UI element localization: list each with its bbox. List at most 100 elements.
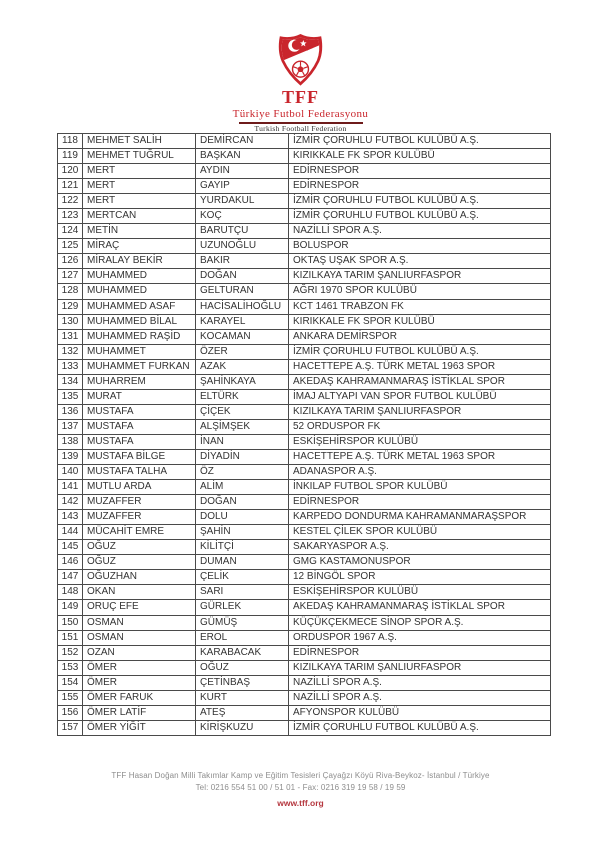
cell-last-name: DİYADİN (195, 448, 289, 466)
cell-last-name: AZAK (195, 358, 289, 375)
cell-number: 151 (57, 629, 83, 646)
cell-club: KIRIKKALE FK SPOR KULÜBÜ (288, 313, 551, 330)
table-row: 127 MUHAMMED DOĞAN KIZILKAYA TARIM ŞANLIURF… (57, 268, 551, 285)
table-row: 137 MUSTAFA ALŞİMŞEK 52 ORDUSPOR FK (57, 418, 551, 435)
tff-header: 1923 TFF Türkiye Futbol Federasyonu Turk… (0, 33, 601, 133)
cell-last-name: ALİM (195, 479, 289, 496)
cell-first-name: OZAN (82, 644, 196, 661)
cell-last-name: DEMİRCAN (195, 132, 289, 150)
cell-first-name: MUTLU ARDA (82, 479, 196, 496)
cell-first-name: OSMAN (82, 614, 196, 631)
cell-last-name: HACİSALİHOĞLU (195, 298, 289, 315)
cell-first-name: MUHAMMED (82, 283, 196, 300)
table-row: 151 OSMAN EROL ORDUSPOR 1967 A.Ş. (57, 629, 551, 646)
cell-number: 118 (57, 132, 83, 150)
table-row: 150 OSMAN GÜMÜŞ KÜÇÜKÇEKMECE SİNOP SPOR A.Ş… (57, 614, 551, 631)
table-row: 132 MUHAMMET ÖZER İZMİR ÇORUHLU FUTBOL KULÜ… (57, 343, 551, 360)
table-row: 136 MUSTAFA ÇİÇEK KIZILKAYA TARIM ŞANLIURFA… (57, 403, 551, 420)
cell-first-name: OĞUZ (82, 554, 196, 571)
cell-club: EDİRNESPOR (288, 178, 551, 195)
table-row: 154 ÖMER ÇETİNBAŞ NAZİLLİ SPOR A.Ş. (57, 674, 551, 691)
table-row: 144 MÜCAHİT EMRE ŞAHİN KESTEL ÇİLEK SPOR KU… (57, 524, 551, 541)
cell-first-name: ÖMER (82, 674, 196, 691)
cell-last-name: KİLİTÇİ (195, 539, 289, 556)
table-row: 134 MUHARREM ŞAHİNKAYA AKEDAŞ KAHRAMANMARAŞ… (57, 373, 551, 390)
cell-club: ESKİŞEHİRSPOR KULÜBÜ (288, 433, 551, 450)
table-row: 146 OĞUZ DUMAN GMG KASTAMONUSPOR (57, 554, 551, 571)
cell-club: ESKİŞEHİRSPOR KULÜBÜ (288, 584, 551, 601)
cell-last-name: UZUNOĞLU (195, 238, 289, 255)
cell-last-name: ÖZ (195, 464, 289, 481)
cell-last-name: SARI (195, 584, 289, 601)
cell-first-name: ÖMER LATİF (82, 704, 196, 721)
table-row: 118 MEHMET SALİH DEMİRCAN İZMİR ÇORUHLU FUT… (57, 132, 551, 150)
cell-first-name: ÖMER FARUK (82, 689, 196, 706)
cell-number: 125 (57, 238, 83, 255)
org-name-english: Turkish Football Federation (254, 124, 347, 133)
cell-first-name: MERT (82, 193, 196, 210)
cell-club: KIZILKAYA TARIM ŞANLIURFASPOR (288, 659, 551, 676)
cell-number: 142 (57, 494, 83, 511)
cell-club: ANKARA DEMİRSPOR (288, 328, 551, 345)
cell-first-name: OĞUZ (82, 539, 196, 556)
cell-first-name: MEHMET SALİH (82, 132, 196, 150)
table-row: 148 OKAN SARI ESKİŞEHİRSPOR KULÜBÜ (57, 584, 551, 601)
table-row: 157 ÖMER YİĞİT KİRİŞKUZU İZMİR ÇORUHLU FUTB… (57, 719, 551, 736)
table-row: 122 MERT YURDAKUL İZMİR ÇORUHLU FUTBOL KULÜ… (57, 193, 551, 210)
cell-number: 127 (57, 268, 83, 285)
cell-last-name: YURDAKUL (195, 193, 289, 210)
cell-last-name: DOLU (195, 509, 289, 526)
cell-number: 152 (57, 644, 83, 661)
cell-first-name: MUHAMMED (82, 268, 196, 285)
cell-number: 132 (57, 343, 83, 360)
cell-number: 123 (57, 208, 83, 225)
org-name-turkish: Türkiye Futbol Federasyonu (232, 108, 369, 120)
cell-last-name: BAKIR (195, 253, 289, 270)
cell-club: AKEDAŞ KAHRAMANMARAŞ İSTİKLAL SPOR (288, 599, 551, 616)
table-row: 143 MUZAFFER DOLU KARPEDO DONDURMA KAHRAMAN… (57, 509, 551, 526)
cell-club: EDİRNESPOR (288, 644, 551, 661)
cell-last-name: AYDIN (195, 163, 289, 180)
players-table: 118 MEHMET SALİH DEMİRCAN İZMİR ÇORUHLU FUT… (57, 132, 551, 736)
cell-last-name: ELTÜRK (195, 388, 289, 405)
cell-last-name: İNAN (195, 433, 289, 450)
cell-number: 148 (57, 584, 83, 601)
cell-number: 156 (57, 704, 83, 721)
cell-number: 120 (57, 163, 83, 180)
cell-club: HACETTEPE A.Ş. TÜRK METAL 1963 SPOR (288, 358, 551, 375)
cell-club: HACETTEPE A.Ş. TÜRK METAL 1963 SPOR (288, 448, 551, 466)
cell-number: 154 (57, 674, 83, 691)
cell-number: 128 (57, 283, 83, 300)
cell-last-name: GÜMÜŞ (195, 614, 289, 631)
cell-first-name: MUZAFFER (82, 509, 196, 526)
cell-number: 130 (57, 313, 83, 330)
cell-club: ORDUSPOR 1967 A.Ş. (288, 629, 551, 646)
cell-club: İZMİR ÇORUHLU FUTBOL KULÜBÜ A.Ş. (288, 719, 551, 736)
cell-first-name: MUZAFFER (82, 494, 196, 511)
table-row: 135 MURAT ELTÜRK İMAJ ALTYAPI VAN SPOR FUTB… (57, 388, 551, 405)
cell-club: İZMİR ÇORUHLU FUTBOL KULÜBÜ A.Ş. (288, 193, 551, 210)
cell-number: 134 (57, 373, 83, 390)
cell-last-name: ŞAHİN (195, 524, 289, 541)
cell-number: 140 (57, 464, 83, 481)
cell-first-name: MUSTAFA (82, 433, 196, 450)
cell-club: KIZILKAYA TARIM ŞANLIURFASPOR (288, 403, 551, 420)
footer-phone-fax: Tel: 0216 554 51 00 / 51 01 - Fax: 0216 … (195, 782, 406, 792)
cell-first-name: MERT (82, 163, 196, 180)
cell-last-name: KİRİŞKUZU (195, 719, 289, 736)
cell-first-name: MUSTAFA TALHA (82, 464, 196, 481)
cell-number: 119 (57, 148, 83, 165)
table-row: 139 MUSTAFA BİLGE DİYADİN HACETTEPE A.Ş. TÜ… (57, 448, 551, 466)
cell-club: 52 ORDUSPOR FK (288, 418, 551, 435)
cell-last-name: BAŞKAN (195, 148, 289, 165)
cell-first-name: MUHARREM (82, 373, 196, 390)
cell-first-name: MUHAMMED ASAF (82, 298, 196, 315)
cell-first-name: MEHMET TUĞRUL (82, 148, 196, 165)
footer-website-link[interactable]: www.tff.org (277, 798, 324, 808)
header-divider (238, 122, 363, 124)
cell-club: OKTAŞ UŞAK SPOR A.Ş. (288, 253, 551, 270)
cell-number: 137 (57, 418, 83, 435)
cell-club: İZMİR ÇORUHLU FUTBOL KULÜBÜ A.Ş. (288, 208, 551, 225)
cell-club: BOLUSPOR (288, 238, 551, 255)
page-footer: TFF Hasan Doğan Milli Takımlar Kamp ve E… (0, 770, 601, 811)
